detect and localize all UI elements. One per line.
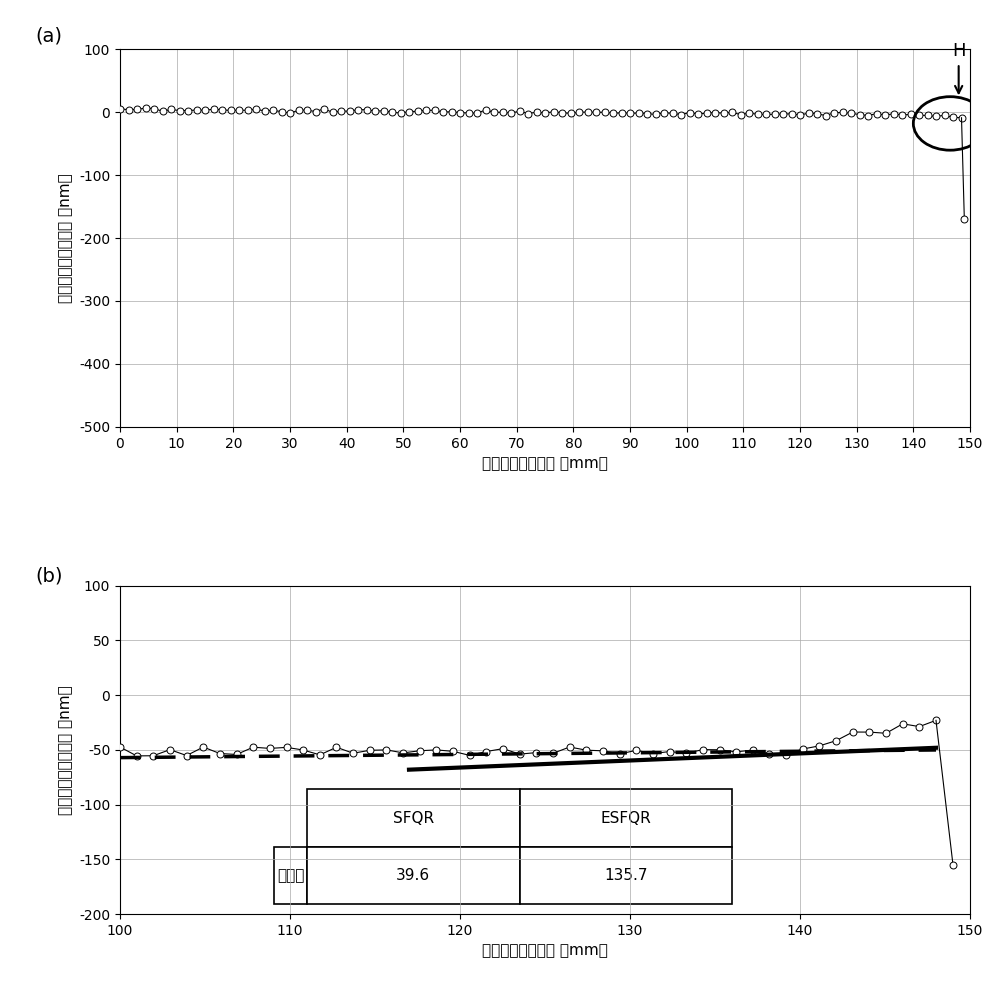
Text: (a): (a) [35, 27, 62, 45]
Text: (b): (b) [35, 566, 62, 585]
Text: H: H [952, 42, 965, 93]
Y-axis label: 从中心算起的位移量 ［nm］: 从中心算起的位移量 ［nm］ [58, 685, 73, 815]
X-axis label: 从中心算起的距离 ［mm］: 从中心算起的距离 ［mm］ [482, 944, 608, 958]
X-axis label: 从中心算起的距离 ［mm］: 从中心算起的距离 ［mm］ [482, 456, 608, 471]
Y-axis label: 从中心算起的位移量 ［nm］: 从中心算起的位移量 ［nm］ [58, 173, 73, 303]
